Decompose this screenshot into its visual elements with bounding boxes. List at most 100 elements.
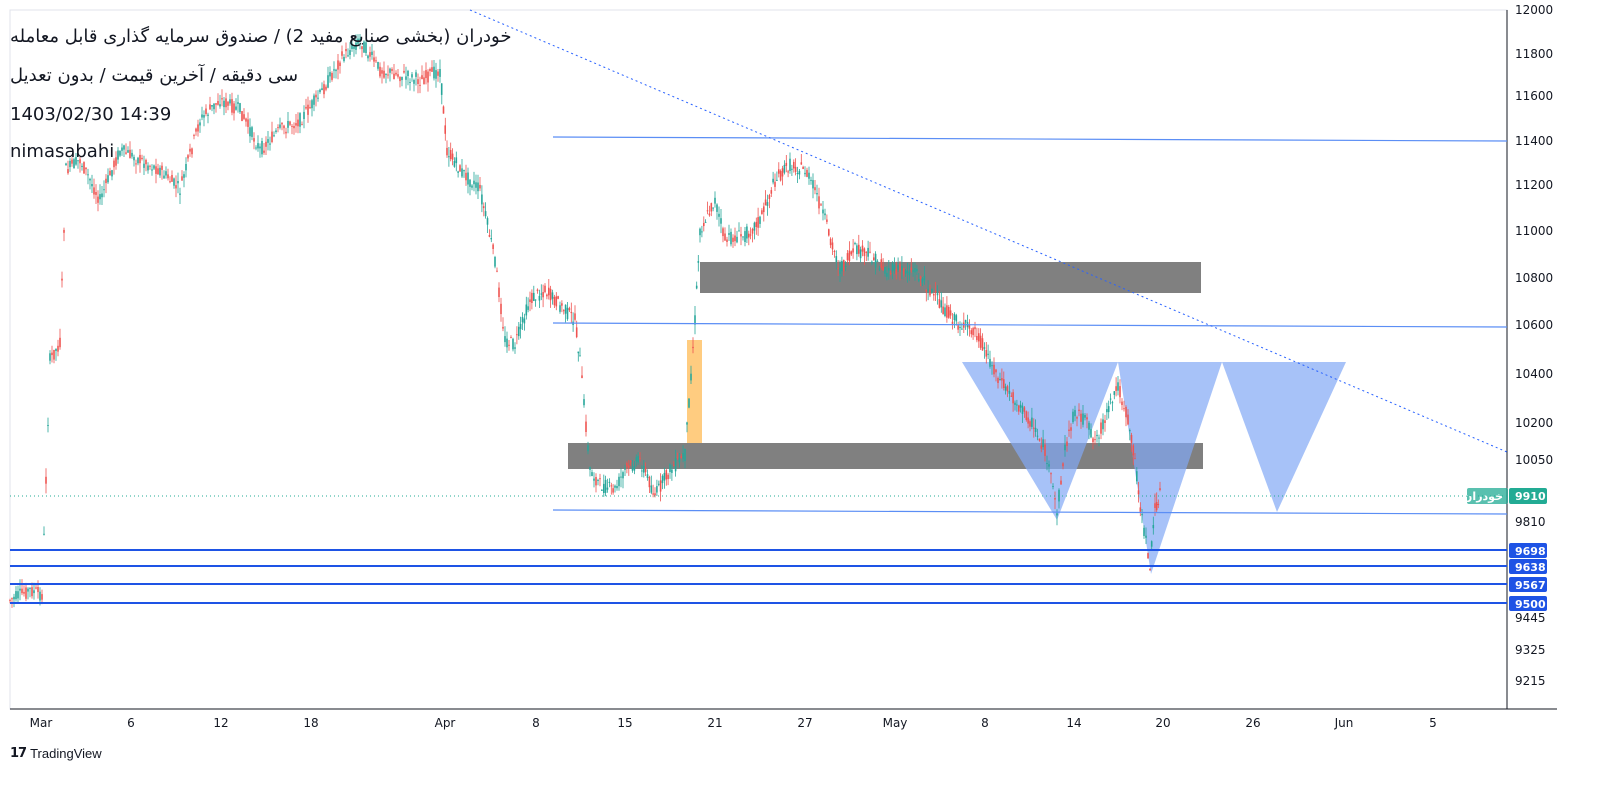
candle-body xyxy=(516,334,518,336)
candle-body xyxy=(1106,409,1108,413)
candle-body xyxy=(648,477,651,488)
candle-body xyxy=(603,483,605,493)
candle-body xyxy=(307,104,309,115)
candle-body xyxy=(429,69,431,72)
candle-body xyxy=(957,325,959,330)
candle-body xyxy=(171,175,173,182)
candle-body xyxy=(764,199,767,206)
candle-body xyxy=(914,268,916,273)
candle-body xyxy=(500,303,502,315)
candle-body xyxy=(211,105,213,107)
candle-body xyxy=(871,261,873,264)
candle-body xyxy=(213,103,215,110)
candle-body xyxy=(680,456,683,459)
gray-zone-upper[interactable] xyxy=(700,262,1201,293)
candle-body xyxy=(800,162,803,165)
candle-body xyxy=(1076,417,1078,419)
triangle-pattern-2[interactable] xyxy=(1118,362,1222,574)
candle-body xyxy=(527,306,529,310)
support-line-10600[interactable] xyxy=(552,322,1508,328)
candle-body xyxy=(593,478,595,481)
candle-body xyxy=(281,123,283,125)
candle-body xyxy=(553,296,556,306)
candle-body xyxy=(159,167,161,176)
x-tick: 5 xyxy=(1429,716,1437,730)
candle-body xyxy=(895,268,898,275)
candle-body xyxy=(143,163,145,168)
candle-body xyxy=(33,590,35,594)
resistance-line-11400[interactable] xyxy=(552,136,1508,142)
candle-body xyxy=(1004,386,1007,391)
candle-body xyxy=(779,171,782,181)
candle-body xyxy=(1117,382,1119,391)
candle-body xyxy=(816,193,818,195)
candle-body xyxy=(710,203,713,212)
candle-body xyxy=(329,72,331,77)
candle-body xyxy=(997,378,999,383)
time-axis[interactable]: Mar 6 12 18 Apr 8 15 21 27 May 8 14 20 2… xyxy=(30,716,1437,730)
candle-body xyxy=(781,168,784,177)
candle-body xyxy=(706,210,709,212)
candle-body xyxy=(1084,415,1086,418)
candle-body xyxy=(369,52,371,57)
triangle-pattern-3[interactable] xyxy=(1222,362,1346,512)
candle-body xyxy=(1134,458,1136,460)
x-tick: 20 xyxy=(1155,716,1170,730)
candle-body xyxy=(1034,427,1037,432)
candle-body xyxy=(604,479,607,493)
candle-body xyxy=(929,289,931,296)
candle-body xyxy=(918,279,920,282)
candle-body xyxy=(275,130,277,132)
candle-body xyxy=(714,197,716,204)
candle-body xyxy=(828,229,830,236)
candle-body xyxy=(730,231,732,245)
x-tick: Apr xyxy=(435,716,456,730)
tradingview-footer[interactable]: 17 TradingView xyxy=(10,746,102,761)
candle-body xyxy=(697,261,700,263)
candle-body xyxy=(820,204,822,206)
candle-body xyxy=(608,481,611,483)
candle-body xyxy=(1094,439,1096,441)
candle-body xyxy=(843,260,845,271)
candle-body xyxy=(488,235,491,237)
triangle-pattern-1[interactable] xyxy=(962,362,1118,520)
candle-body xyxy=(856,245,858,255)
support-line-9850[interactable] xyxy=(552,509,1508,515)
price-axis[interactable]: 12000 11800 11600 11400 11200 11000 1080… xyxy=(1515,3,1553,688)
candle-body xyxy=(1066,441,1068,446)
candle-body xyxy=(753,222,756,231)
candle-body xyxy=(525,304,528,316)
candle-body xyxy=(770,190,773,194)
candle-body xyxy=(787,171,789,173)
y-tick: 10800 xyxy=(1515,271,1553,285)
candle-body xyxy=(479,184,481,189)
orange-zone[interactable] xyxy=(687,340,702,443)
candle-body xyxy=(682,453,684,459)
y-tick: 11000 xyxy=(1515,224,1553,238)
candle-body xyxy=(629,461,632,463)
candle-body xyxy=(551,292,554,299)
candle-body xyxy=(724,233,726,241)
candle-body xyxy=(1021,405,1024,414)
candle-body xyxy=(1044,444,1046,456)
y-tick: 9325 xyxy=(1515,643,1546,657)
candle-body xyxy=(888,268,890,271)
x-tick: 15 xyxy=(617,716,632,730)
candle-body xyxy=(149,165,151,167)
candle-body xyxy=(802,166,804,169)
candle-body xyxy=(309,107,311,109)
candle-body xyxy=(1006,386,1009,392)
candle-body xyxy=(1031,417,1033,427)
candle-body xyxy=(514,347,516,349)
candle-body xyxy=(403,70,405,73)
candle-body xyxy=(835,256,838,262)
candle-body xyxy=(155,166,157,174)
candle-body xyxy=(869,251,871,253)
candle-body xyxy=(674,457,677,472)
candle-body xyxy=(249,127,251,137)
candle-body xyxy=(542,292,544,298)
gray-zone-lower[interactable] xyxy=(568,443,1203,469)
candle-body xyxy=(536,289,539,292)
candle-body xyxy=(1056,513,1058,516)
